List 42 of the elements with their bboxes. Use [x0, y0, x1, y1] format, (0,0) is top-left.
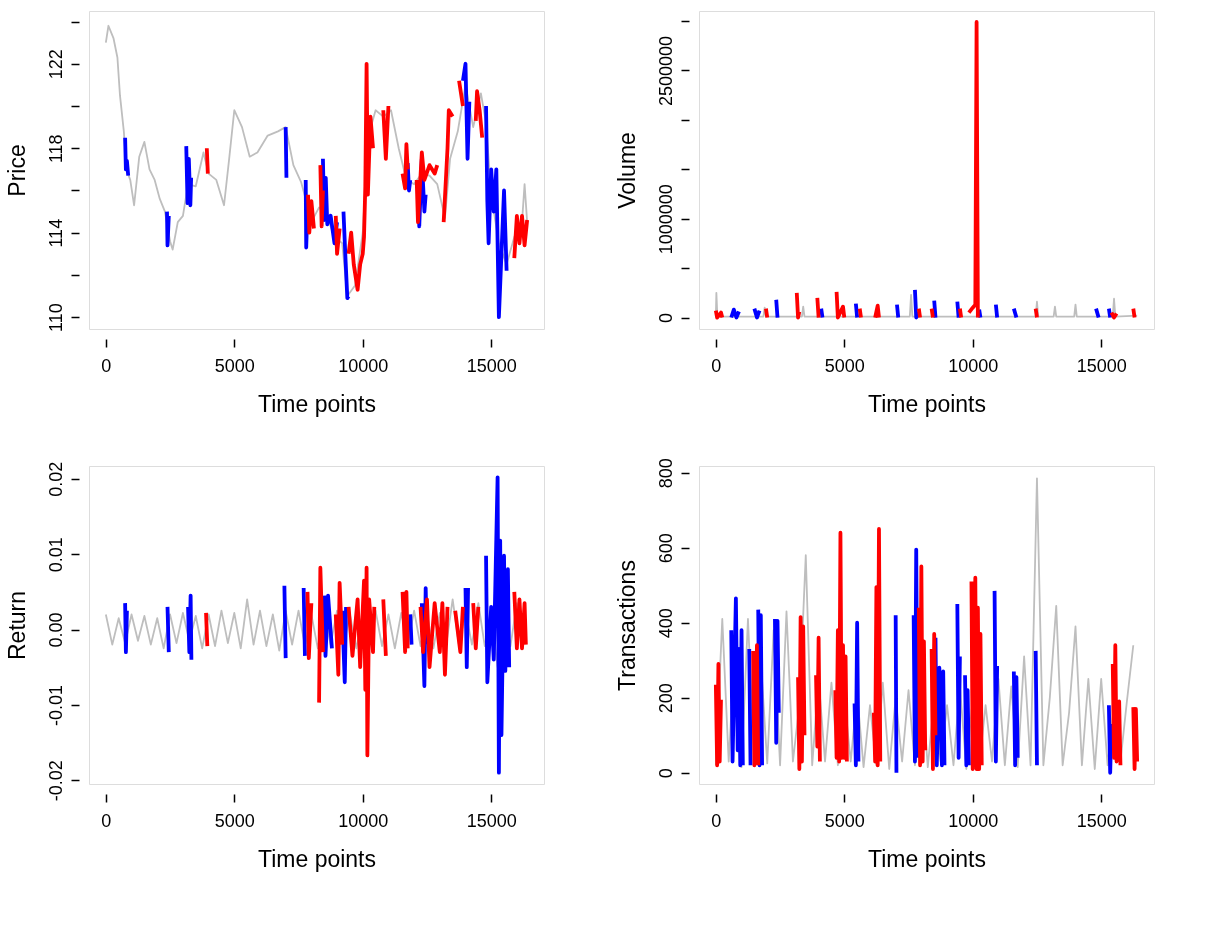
x-tick-label: 15000 [466, 355, 517, 376]
y-tick-label: 400 [655, 608, 676, 639]
x-tick-label: 5000 [824, 810, 865, 831]
x-tick-label: 10000 [338, 810, 389, 831]
x-axis-title: Time points [867, 390, 987, 417]
y-tick-label: 2500000 [655, 35, 676, 106]
x-tick-label: 10000 [948, 355, 999, 376]
y-tick-label: 0 [655, 768, 676, 779]
x-tick-label: 0 [711, 355, 722, 376]
x-tick-label: 0 [101, 355, 112, 376]
y-axis-title: Price [3, 144, 30, 197]
line-series [714, 291, 1139, 318]
y-tick-label: 114 [45, 218, 66, 248]
y-tick-label: 0 [655, 313, 676, 324]
y-tick-label: 0.01 [45, 537, 66, 573]
y-axis-title: Volume [613, 132, 640, 209]
y-tick-label: 1000000 [655, 184, 676, 255]
x-axis-title: Time points [257, 390, 377, 417]
y-tick-label: 0.00 [45, 612, 66, 648]
y-tick-label: 600 [655, 533, 676, 564]
y-tick-label: 800 [655, 458, 676, 489]
x-axis-title: Time points [867, 845, 987, 872]
x-axis-title: Time points [257, 845, 377, 872]
y-tick-label: 110 [45, 303, 66, 333]
x-tick-label: 10000 [338, 355, 389, 376]
y-tick-label: 200 [655, 683, 676, 714]
x-tick-label: 0 [101, 810, 112, 831]
y-tick-label: -0.01 [45, 684, 66, 726]
x-tick-label: 15000 [1076, 810, 1127, 831]
x-tick-label: 0 [711, 810, 722, 831]
y-tick-label: 0.02 [45, 461, 66, 497]
x-tick-label: 5000 [214, 355, 255, 376]
y-tick-label: 122 [45, 49, 66, 80]
y-tick-label: -0.02 [45, 760, 66, 802]
x-tick-label: 15000 [1076, 355, 1127, 376]
x-tick-label: 15000 [466, 810, 517, 831]
y-axis-title: Transactions [613, 560, 640, 691]
y-tick-label: 118 [45, 134, 66, 164]
y-axis-title: Return [3, 590, 30, 661]
x-tick-label: 5000 [824, 355, 865, 376]
x-tick-label: 10000 [948, 810, 999, 831]
x-tick-label: 5000 [214, 810, 255, 831]
